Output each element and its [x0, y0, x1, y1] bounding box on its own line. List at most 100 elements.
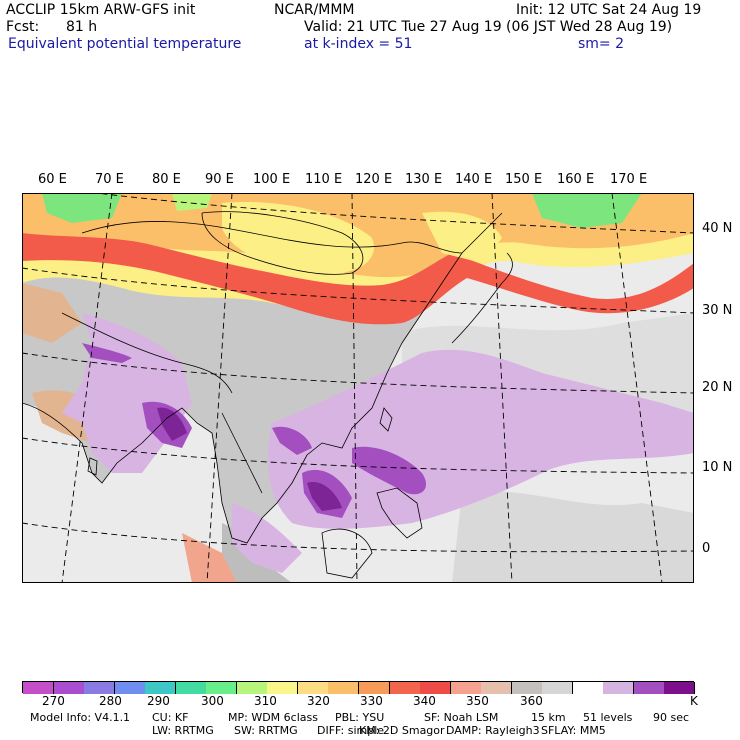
- model-title: ACCLIP 15km ARW-GFS init: [6, 2, 196, 18]
- colorbar-swatch: [53, 682, 85, 694]
- meridian-120e: [351, 193, 358, 583]
- border-himalaya: [61, 312, 233, 394]
- coastline-philippines: [376, 487, 423, 539]
- coastline-borneo: [321, 528, 373, 579]
- model-info-item: 90 sec: [653, 711, 690, 724]
- colorbar-swatch: [267, 682, 299, 694]
- model-info-item: KM: 2D Smagor: [359, 724, 445, 737]
- latitude-label: 30 N: [702, 303, 733, 318]
- colorbar-swatch: [603, 682, 635, 694]
- init-time: Init: 12 UTC Sat 24 Aug 19: [516, 2, 702, 18]
- moist-purple-ne: [82, 343, 132, 363]
- fcst-label: Fcst:: [6, 19, 40, 35]
- latitude-label: 0: [702, 541, 711, 556]
- colorbar-tick-label: 300: [201, 694, 224, 708]
- land-tan-sumatra: [182, 533, 237, 583]
- longitude-label: 70 E: [95, 172, 124, 187]
- moist-purple-ph: [352, 446, 427, 495]
- valid-time: Valid: 21 UTC Tue 27 Aug 19 (06 JST Wed …: [304, 19, 673, 35]
- longitude-label: 150 E: [505, 172, 543, 187]
- border-mongolia: [201, 211, 364, 275]
- colorbar-tick-label: 270: [42, 694, 65, 708]
- fcst-value: 81 h: [66, 19, 98, 35]
- coastline-asia: [22, 212, 503, 544]
- colorbar-swatch: [664, 682, 696, 694]
- longitude-label: 100 E: [253, 172, 291, 187]
- cool-green-east: [532, 193, 642, 228]
- colorbar-tick-label: 290: [147, 694, 170, 708]
- colorbar-swatch: [175, 682, 207, 694]
- latitude-label: 40 N: [702, 221, 733, 236]
- colorbar-swatch: [450, 682, 482, 694]
- moist-dark-purple-scs: [307, 482, 342, 511]
- moist-dark-purple-bay: [157, 407, 187, 441]
- colorbar-swatch: [206, 682, 238, 694]
- longitude-label: 90 E: [205, 172, 234, 187]
- colorbar-swatch: [542, 682, 574, 694]
- colorbar-swatch: [511, 682, 543, 694]
- cool-green-west: [42, 193, 122, 223]
- coastline-japan: [451, 252, 513, 344]
- cool-green-light: [172, 193, 212, 211]
- model-info-item: 15 km: [531, 711, 566, 724]
- colorbar-swatch: [572, 682, 604, 694]
- meridian-80e: [61, 193, 113, 583]
- colorbar-swatch: [23, 682, 55, 694]
- model-info-item: CU: KF: [152, 711, 189, 724]
- model-info-item: LW: RRTMG: [152, 724, 214, 737]
- latitude-label: 10 N: [702, 460, 733, 475]
- colorbar-tick-label: 320: [307, 694, 330, 708]
- coastline-taiwan: [379, 407, 393, 432]
- colorbar-tick-label: 340: [413, 694, 436, 708]
- colorbar-swatch: [236, 682, 268, 694]
- meridian-140e: [491, 193, 513, 583]
- colorbar-swatch: [145, 682, 177, 694]
- colorbar-tick-label: 310: [254, 694, 277, 708]
- warm-band-red: [22, 233, 694, 325]
- model-info-item: DIFF: simple: [317, 724, 385, 737]
- org-label: NCAR/MMM: [274, 2, 355, 18]
- moist-purple-gulf: [272, 426, 312, 455]
- colorbar-tick-label: 330: [360, 694, 383, 708]
- longitude-label: 140 E: [455, 172, 493, 187]
- moist-lavender-pacific: [268, 349, 694, 529]
- model-info-item: SFLAY: MM5: [541, 724, 606, 737]
- level-label: at k-index = 51: [304, 36, 413, 52]
- colorbar-swatch: [633, 682, 665, 694]
- colorbar-tick-label: 280: [99, 694, 122, 708]
- colorbar-unit: K: [690, 694, 698, 708]
- land-tan-west: [22, 283, 82, 343]
- colorbar-swatch: [481, 682, 513, 694]
- colorbar-swatch: [359, 682, 391, 694]
- longitude-label: 120 E: [355, 172, 393, 187]
- model-info-item: SW: RRTMG: [234, 724, 298, 737]
- border-china-north: [81, 221, 463, 254]
- longitude-label: 170 E: [610, 172, 648, 187]
- coastline-srilanka: [87, 457, 98, 476]
- model-info-item: 51 levels: [583, 711, 633, 724]
- map-frame: [22, 193, 694, 583]
- colorbar-swatch: [389, 682, 421, 694]
- border-indochina: [221, 412, 263, 494]
- meridian-100e: [206, 193, 233, 583]
- colorbar-swatch: [328, 682, 360, 694]
- model-info-item: SF: Noah LSM: [424, 711, 499, 724]
- ocean-gray-patch-south: [452, 490, 694, 583]
- equivalent-potential-temperature-map: [22, 193, 694, 583]
- longitude-label: 80 E: [152, 172, 181, 187]
- longitude-label: 160 E: [557, 172, 595, 187]
- latitude-label: 20 N: [702, 380, 733, 395]
- model-info-item: DAMP: Rayleigh3: [446, 724, 540, 737]
- field-name: Equivalent potential temperature: [8, 36, 242, 52]
- longitude-label: 60 E: [38, 172, 67, 187]
- longitude-label: 110 E: [305, 172, 343, 187]
- longitude-label: 130 E: [405, 172, 443, 187]
- colorbar-swatch: [420, 682, 452, 694]
- yellow-siberia: [422, 211, 502, 263]
- model-info-item: Model Info: V4.1.1: [30, 711, 131, 724]
- model-info-item: MP: WDM 6class: [228, 711, 318, 724]
- colorbar-tick-label: 360: [520, 694, 543, 708]
- colorbar-swatch: [114, 682, 146, 694]
- yellow-mongolia: [222, 202, 374, 274]
- colorbar: [22, 681, 696, 694]
